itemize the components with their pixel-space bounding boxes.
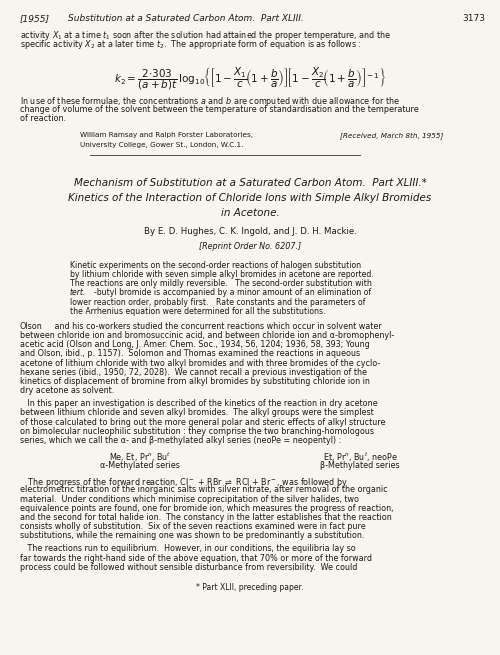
Text: The progress of the forward reaction, Cl$^-$ + RBr $\rightleftharpoons$ RCl + Br: The progress of the forward reaction, Cl… [20, 476, 348, 489]
Text: dry acetone as solvent.: dry acetone as solvent. [20, 386, 114, 395]
Text: between chloride ion and bromosuccinic acid, and between chloride ion and α-brom: between chloride ion and bromosuccinic a… [20, 331, 394, 340]
Text: series, which we call the α- and β-methylated alkyl series (neoPe = neopentyl) :: series, which we call the α- and β-methy… [20, 436, 341, 445]
Text: tert.: tert. [70, 288, 86, 297]
Text: Kinetic experiments on the second-order reactions of halogen substitution: Kinetic experiments on the second-order … [70, 261, 361, 270]
Text: acetic acid (Olson and Long, J. Amer. Chem. Soc., 1934, 56, 1204; 1936, 58, 393;: acetic acid (Olson and Long, J. Amer. Ch… [20, 340, 370, 349]
Text: specific activity $X_2$ at a later time $t_2$.  The appropriate form of equation: specific activity $X_2$ at a later time … [20, 39, 361, 52]
Text: substitutions, while the remaining one was shown to be predominantly a substitut: substitutions, while the remaining one w… [20, 531, 364, 540]
Text: Et, Pr$^n$, Bu$^t$, neoPe: Et, Pr$^n$, Bu$^t$, neoPe [322, 451, 398, 464]
Text: [Reprint Order No. 6207.]: [Reprint Order No. 6207.] [199, 242, 301, 251]
Text: the Arrhenius equation were determined for all the substitutions.: the Arrhenius equation were determined f… [70, 307, 326, 316]
Text: β-Methylated series: β-Methylated series [320, 461, 400, 470]
Text: -butyl bromide is accompanied by a minor amount of an elimination of: -butyl bromide is accompanied by a minor… [94, 288, 371, 297]
Text: Me, Et, Pr$^n$, Bu$^t$: Me, Et, Pr$^n$, Bu$^t$ [109, 451, 171, 464]
Text: of those calculated to bring out the more general polar and steric effects of al: of those calculated to bring out the mor… [20, 418, 386, 426]
Text: consists wholly of substitution.  Six of the seven reactions examined were in fa: consists wholly of substitution. Six of … [20, 522, 366, 531]
Text: lower reaction order, probably first.   Rate constants and the parameters of: lower reaction order, probably first. Ra… [70, 297, 366, 307]
Text: by lithium chloride with seven simple alkyl bromides in acetone are reported.: by lithium chloride with seven simple al… [70, 270, 374, 279]
Text: in Acetone.: in Acetone. [220, 208, 280, 219]
Text: α-Methylated series: α-Methylated series [100, 461, 180, 470]
Text: between lithium chloride and seven alkyl bromides.  The alkyl groups were the si: between lithium chloride and seven alkyl… [20, 408, 374, 417]
Text: [1955]: [1955] [20, 14, 50, 23]
Text: The reactions are only mildly reversible.   The second-order substitution with: The reactions are only mildly reversible… [70, 279, 372, 288]
Text: electrometric titration of the inorganic salts with silver nitrate, after remova: electrometric titration of the inorganic… [20, 485, 388, 495]
Text: $k_2 = \dfrac{2{\cdot}303}{(a+b)t}\,\log_{10}\!\left\{\!\left[1 - \dfrac{X_1}{c}: $k_2 = \dfrac{2{\cdot}303}{(a+b)t}\,\log… [114, 65, 386, 92]
Text: activity $X_1$ at a time $t_1$ soon after the solution had attained the proper t: activity $X_1$ at a time $t_1$ soon afte… [20, 29, 392, 42]
Text: By E. D. Hughes, C. K. Ingold, and J. D. H. Mackie.: By E. D. Hughes, C. K. Ingold, and J. D.… [144, 227, 356, 236]
Text: William Ramsay and Ralph Forster Laboratories,: William Ramsay and Ralph Forster Laborat… [80, 132, 253, 138]
Text: far towards the right-hand side of the above equation, that 70% or more of the f: far towards the right-hand side of the a… [20, 553, 372, 563]
Text: and Olson, ibid., p. 1157).  Solomon and Thomas examined the reactions in aqueou: and Olson, ibid., p. 1157). Solomon and … [20, 349, 360, 358]
Text: and the second for total halide ion.  The constancy in the latter establishes th: and the second for total halide ion. The… [20, 513, 392, 522]
Text: Olson: Olson [20, 322, 43, 331]
Text: on bimolecular nucleophilic substitution : they comprise the two branching-homol: on bimolecular nucleophilic substitution… [20, 427, 374, 436]
Text: Substitution at a Saturated Carbon Atom.  Part XLIII.: Substitution at a Saturated Carbon Atom.… [68, 14, 303, 23]
Text: process could be followed without sensible disturbance from reversibility.  We c: process could be followed without sensib… [20, 563, 357, 572]
Text: change of volume of the solvent between the temperature of standardisation and t: change of volume of the solvent between … [20, 105, 419, 114]
Text: hexane series (ibid., 1950, 72, 2028).  We cannot recall a previous investigatio: hexane series (ibid., 1950, 72, 2028). W… [20, 367, 367, 377]
Text: equivalence points are found, one for bromide ion, which measures the progress o: equivalence points are found, one for br… [20, 504, 394, 513]
Text: kinetics of displacement of bromine from alkyl bromides by substituting chloride: kinetics of displacement of bromine from… [20, 377, 370, 386]
Text: acetone of lithium chloride with two alkyl bromides and with three bromides of t: acetone of lithium chloride with two alk… [20, 358, 380, 367]
Text: of reaction.: of reaction. [20, 115, 66, 123]
Text: 3173: 3173 [462, 14, 485, 23]
Text: and his co-workers studied the concurrent reactions which occur in solvent water: and his co-workers studied the concurren… [52, 322, 382, 331]
Text: material.  Under conditions which minimise coprecipitation of the silver halides: material. Under conditions which minimis… [20, 495, 359, 504]
Text: Kinetics of the Interaction of Chloride Ions with Simple Alkyl Bromides: Kinetics of the Interaction of Chloride … [68, 193, 432, 203]
Text: * Part XLII, preceding paper.: * Part XLII, preceding paper. [196, 584, 304, 592]
Text: University College, Gower St., London, W.C.1.: University College, Gower St., London, W… [80, 142, 243, 148]
Text: Mechanism of Substitution at a Saturated Carbon Atom.  Part XLIII.*: Mechanism of Substitution at a Saturated… [74, 178, 426, 188]
Text: [Received, March 8th, 1955]: [Received, March 8th, 1955] [340, 132, 444, 140]
Text: In use of these formulae, the concentrations $a$ and $b$ are computed with due a: In use of these formulae, the concentrat… [20, 96, 400, 109]
Text: The reactions run to equilibrium.  However, in our conditions, the equilibria la: The reactions run to equilibrium. Howeve… [20, 544, 356, 553]
Text: In this paper an investigation is described of the kinetics of the reaction in d: In this paper an investigation is descri… [20, 399, 378, 408]
